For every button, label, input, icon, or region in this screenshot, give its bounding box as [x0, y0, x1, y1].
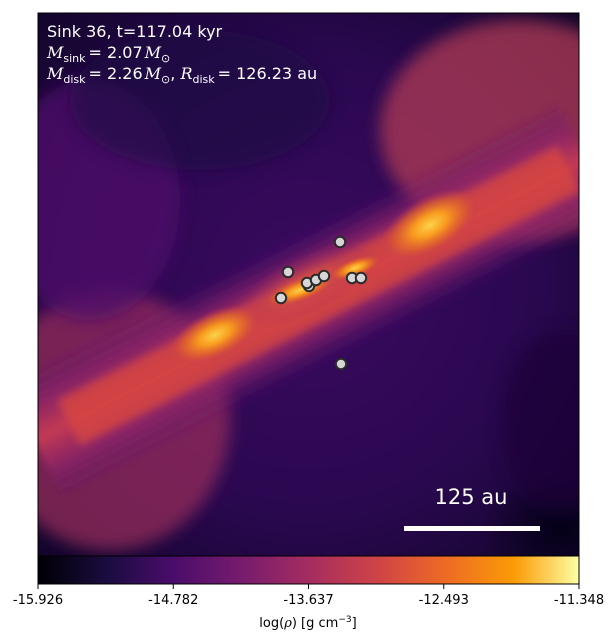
sink-marker	[333, 235, 347, 249]
scale-bar-label: 125 au	[435, 485, 508, 509]
scale-bar-line	[404, 526, 540, 531]
sink-marker	[274, 291, 288, 305]
colorbar-ticks: -15.926 -14.782 -13.637 -12.493 -11.348	[13, 584, 604, 608]
sink-marker	[334, 357, 348, 371]
colorbar-tick-label: -12.493	[419, 593, 469, 608]
colorbar-gradient	[37, 555, 580, 585]
sink-markers	[274, 235, 368, 371]
annotation-line-3: Mdisk = 2.26 M⊙, Rdisk = 126.23 au	[46, 64, 317, 86]
colorbar-tick-label: -14.782	[148, 593, 198, 608]
scale-bar: 125 au	[404, 485, 540, 531]
sink-marker	[354, 271, 368, 285]
annotation-line-1: Sink 36, t=117.04 kyr	[47, 22, 223, 41]
density-map	[38, 13, 579, 556]
colorbar-label: log(ρ) [g cm−3]	[259, 615, 356, 631]
sink-marker	[317, 269, 331, 283]
annotation-line-2: Msink = 2.07 M⊙	[46, 43, 170, 65]
colorbar: -15.926 -14.782 -13.637 -12.493 -11.348 log(…	[13, 555, 604, 631]
annotation: Sink 36, t=117.04 kyr Msink = 2.07 M⊙ Mdis…	[46, 22, 317, 86]
colorbar-tick-label: -15.926	[13, 593, 63, 608]
sink-marker	[281, 265, 295, 279]
colorbar-tick-label: -11.348	[554, 593, 604, 608]
colorbar-tick-label: -13.637	[283, 593, 333, 608]
